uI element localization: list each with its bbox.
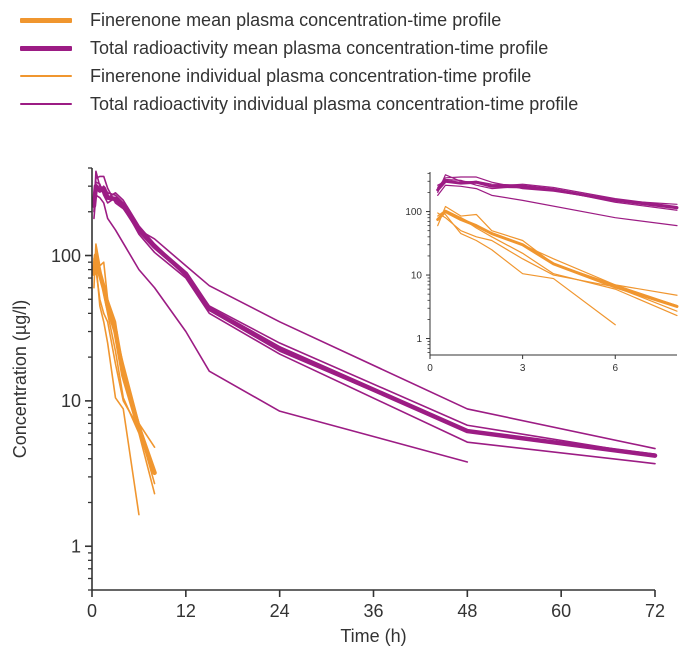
y-tick-label: 100 bbox=[51, 246, 81, 266]
series-line-radioactivity-individual-9 bbox=[93, 181, 656, 465]
x-tick-label: 24 bbox=[270, 601, 290, 621]
y-tick-label: 10 bbox=[411, 271, 423, 282]
x-axis-title: Time (h) bbox=[340, 626, 406, 646]
series-line-radioactivity-individual-9 bbox=[437, 178, 678, 211]
legend-label: Finerenone mean plasma concentration-tim… bbox=[90, 9, 502, 30]
x-tick-label: 12 bbox=[176, 601, 196, 621]
series-line-radioactivity-mean-11 bbox=[91, 183, 658, 458]
y-tick-label: 10 bbox=[61, 391, 81, 411]
legend-item-finerenone-individual: Finerenone individual plasma concentrati… bbox=[20, 62, 578, 90]
x-tick-label: 72 bbox=[645, 601, 665, 621]
y-tick-label: 1 bbox=[416, 334, 422, 345]
legend-label: Finerenone individual plasma concentrati… bbox=[90, 65, 532, 86]
x-tick-label: 48 bbox=[457, 601, 477, 621]
x-tick-label: 3 bbox=[520, 363, 526, 374]
legend-swatch bbox=[20, 103, 72, 105]
legend-item-radioactivity-individual: Total radioactivity individual plasma co… bbox=[20, 90, 578, 118]
series-line-radioactivity-mean-11 bbox=[436, 179, 679, 210]
y-tick-label: 1 bbox=[71, 537, 81, 557]
x-tick-label: 36 bbox=[363, 601, 383, 621]
legend: Finerenone mean plasma concentration-tim… bbox=[20, 6, 578, 118]
x-tick-label: 0 bbox=[427, 363, 433, 374]
legend-label: Total radioactivity individual plasma co… bbox=[90, 93, 579, 114]
legend-swatch bbox=[20, 45, 72, 51]
x-tick-label: 0 bbox=[87, 601, 97, 621]
legend-label: Total radioactivity mean plasma concentr… bbox=[90, 37, 549, 58]
legend-item-finerenone-mean: Finerenone mean plasma concentration-tim… bbox=[20, 6, 578, 34]
series-line-finerenone-individual-2 bbox=[437, 212, 678, 312]
series-line-radioactivity-individual-10 bbox=[93, 194, 469, 463]
legend-swatch bbox=[20, 75, 72, 77]
series-line-finerenone-mean-5 bbox=[91, 253, 157, 476]
series-line-radioactivity-individual-7 bbox=[93, 170, 656, 457]
series-line-radioactivity-individual-6 bbox=[93, 175, 656, 450]
x-tick-label: 60 bbox=[551, 601, 571, 621]
legend-item-radioactivity-mean: Total radioactivity mean plasma concentr… bbox=[20, 34, 578, 62]
x-tick-label: 6 bbox=[612, 363, 618, 374]
series-line-radioactivity-individual-10 bbox=[437, 184, 678, 227]
main-panel: 0 3 6 1 10 100 bbox=[405, 172, 679, 374]
series-line-finerenone-mean-5 bbox=[436, 210, 679, 308]
y-tick-label: 100 bbox=[405, 207, 422, 218]
series-line-finerenone-individual-3 bbox=[444, 213, 616, 326]
y-axis-title: Concentration (µg/l) bbox=[10, 300, 30, 458]
series-line-finerenone-individual-3 bbox=[95, 261, 140, 516]
legend-swatch bbox=[20, 17, 72, 23]
